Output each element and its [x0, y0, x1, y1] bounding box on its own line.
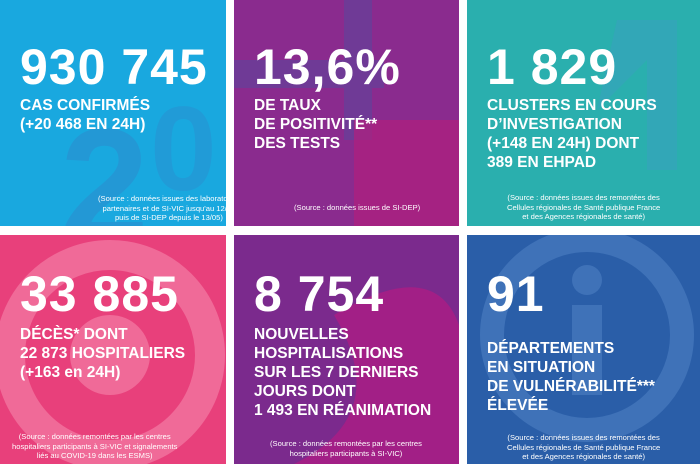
label-line: HOSPITALISATIONS: [254, 345, 404, 362]
label: DÉPARTEMENTS EN SITUATION DE VULNÉRABILITÉ…: [487, 339, 655, 415]
figure: 91: [487, 266, 545, 322]
label: NOUVELLES HOSPITALISATIONS SUR LES 7 DERNI…: [254, 325, 431, 420]
decoration: [480, 235, 694, 442]
source-line: liés au COVID-19 dans les ESMS): [36, 451, 153, 460]
svg-text:2: 2: [60, 95, 149, 226]
source-line: puis de SI-DEP depuis le 13/05): [114, 213, 223, 222]
source: (Source : données issues de SI-DEP): [294, 203, 420, 213]
label-line: (+148 EN 24H) DONT: [487, 135, 640, 152]
label: DE TAUX DE POSITIVITÉ** DES TESTS: [254, 96, 377, 153]
label-line: DE TAUX: [254, 97, 321, 114]
label-line: DES TESTS: [254, 135, 341, 152]
source-line: (Source : données issues des remontées d…: [507, 433, 660, 442]
source-line: et des Agences régionales de santé): [522, 212, 646, 221]
label-line: JOURS DONT: [254, 383, 356, 400]
label-line: DÉCÈS* DONT: [20, 326, 128, 343]
tile: 91 DÉPARTEMENTS EN SITUATION DE VULNÉRABIL…: [467, 235, 700, 464]
figure: 33 885: [20, 266, 179, 322]
label-line: (+163 en 24H): [20, 364, 121, 381]
label-line: 389 EN EHPAD: [487, 154, 597, 171]
label-line: NOUVELLES: [254, 326, 349, 343]
label: CAS CONFIRMÉS (+20 468 EN 24H): [20, 96, 150, 134]
figure: 930 745: [20, 39, 208, 95]
source-line: partenaires et de SI-VIC jusqu'au 12/05: [102, 203, 226, 213]
label-line: EN SITUATION: [487, 359, 596, 376]
tile: 13,6% DE TAUX DE POSITIVITÉ** DES TESTS (S…: [234, 0, 459, 226]
source: (Source : données issues des remontées d…: [507, 433, 660, 462]
source-line: (Source : données issues de SI-DEP): [294, 203, 421, 212]
label-line: D’INVESTIGATION: [487, 116, 622, 133]
tile: 1 829 CLUSTERS EN COURS D’INVESTIGATION (+…: [467, 0, 700, 226]
label: CLUSTERS EN COURS D’INVESTIGATION (+148 EN…: [487, 96, 657, 172]
tile: 8 754 NOUVELLES HOSPITALISATIONS SUR LES 7…: [234, 235, 459, 464]
source-line: et des Agences régionales de santé): [522, 452, 646, 461]
label-line: SUR LES 7 DERNIERS: [254, 364, 419, 381]
decoration: [597, 20, 677, 170]
decoration: [0, 240, 225, 464]
label-line: DE POSITIVITÉ**: [254, 116, 378, 133]
figure: 13,6%: [254, 39, 401, 95]
label-line: (+20 468 EN 24H): [20, 116, 146, 133]
label-line: 22 873 HOSPITALIERS: [20, 345, 186, 362]
svg-text:0: 0: [150, 82, 217, 216]
source: (Source : données remontées par les cent…: [12, 432, 177, 461]
label-line: 1 493 EN RÉANIMATION: [254, 402, 432, 419]
figure: 8 754: [254, 266, 385, 322]
decoration: [234, 0, 459, 226]
tile: 33 885 DÉCÈS* DONT 22 873 HOSPITALIERS (+1…: [0, 235, 226, 464]
source-line: Cellules régionales de Santé publique Fr…: [507, 202, 661, 212]
source-line: hospitaliers participants à SI-VIC et si…: [12, 441, 178, 451]
label-line: ÉLEVÉE: [487, 397, 549, 414]
label-line: DE VULNÉRABILITÉ***: [487, 378, 655, 395]
source: (Source : données remontées par les cent…: [270, 439, 422, 458]
label-line: DÉPARTEMENTS: [487, 340, 615, 357]
label: DÉCÈS* DONT 22 873 HOSPITALIERS (+163 en 2…: [20, 325, 185, 382]
source: (Source : données issues des remontées d…: [507, 193, 660, 222]
label-line: CAS CONFIRMÉS: [20, 97, 151, 114]
source-line: (Source : données remontées par les cent…: [270, 439, 422, 448]
source: (Source : données issues des laboratoire…: [98, 194, 226, 223]
source-line: hospitaliers participants à SI-VIC): [289, 448, 403, 458]
figure: 1 829: [487, 39, 618, 95]
source-line: Cellules régionales de Santé publique Fr…: [507, 442, 661, 452]
label-line: CLUSTERS EN COURS: [487, 97, 657, 114]
source-line: (Source : données remontées par les cent…: [18, 432, 171, 441]
source-line: (Source : données issues des laboratoire…: [98, 194, 226, 203]
source-line: (Source : données issues des remontées d…: [507, 193, 660, 202]
decoration: [294, 287, 459, 464]
